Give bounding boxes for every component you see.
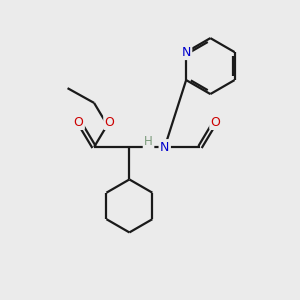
Text: N: N xyxy=(160,141,169,154)
Text: O: O xyxy=(211,116,220,128)
Text: H: H xyxy=(144,135,153,148)
Text: O: O xyxy=(105,116,115,128)
Text: O: O xyxy=(74,116,83,128)
Text: N: N xyxy=(182,46,191,59)
